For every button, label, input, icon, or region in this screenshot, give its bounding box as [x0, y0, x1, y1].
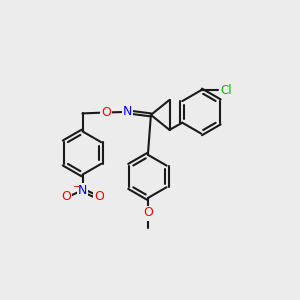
Text: Cl: Cl [220, 84, 232, 97]
Text: O: O [61, 190, 70, 203]
Text: O: O [101, 106, 111, 119]
Text: O: O [143, 206, 153, 220]
Text: −: − [73, 182, 81, 192]
Text: N: N [78, 184, 87, 197]
Text: N: N [123, 105, 132, 119]
Text: O: O [94, 190, 104, 203]
